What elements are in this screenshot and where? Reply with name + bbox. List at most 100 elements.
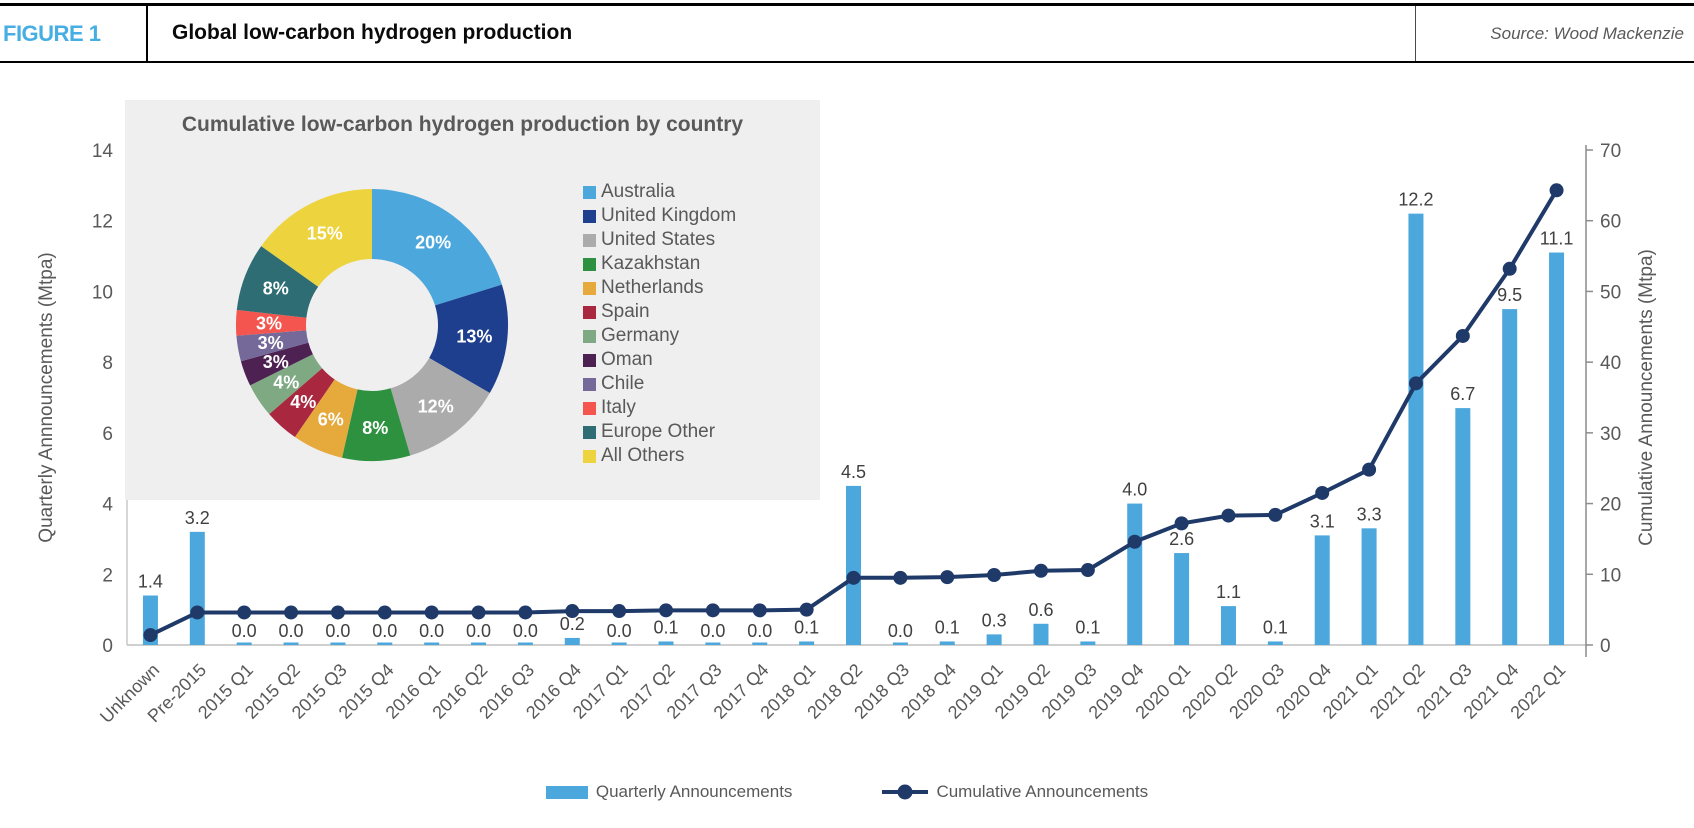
cumulative-marker bbox=[1221, 508, 1236, 523]
quarterly-bar bbox=[377, 642, 393, 645]
bar-value-label: 0.0 bbox=[279, 621, 304, 641]
donut-legend-item: Netherlands bbox=[583, 276, 736, 300]
donut-percent-label: 20% bbox=[415, 232, 451, 252]
donut-legend-swatch bbox=[583, 233, 596, 247]
donut-legend-label: Italy bbox=[601, 397, 636, 418]
donut-percent-label: 4% bbox=[273, 372, 299, 392]
donut-inset: Cumulative low-carbon hydrogen productio… bbox=[125, 100, 820, 500]
donut-legend-label: Oman bbox=[601, 349, 653, 370]
cumulative-marker bbox=[190, 605, 205, 620]
cumulative-marker bbox=[1362, 462, 1377, 477]
header-top-rule bbox=[0, 3, 1694, 6]
bar-value-label: 0.1 bbox=[654, 617, 679, 637]
donut-legend-label: United States bbox=[601, 229, 716, 250]
y-tick-label-left: 14 bbox=[92, 141, 114, 162]
cumulative-marker bbox=[284, 605, 299, 620]
donut-legend-item: Australia bbox=[583, 180, 736, 204]
cumulative-marker bbox=[799, 602, 814, 617]
donut-percent-label: 8% bbox=[263, 279, 289, 299]
quarterly-bar bbox=[189, 531, 205, 645]
bar-value-label: 0.0 bbox=[888, 621, 913, 641]
bar-value-label: 2.6 bbox=[1169, 529, 1194, 549]
donut-legend-item: Italy bbox=[583, 396, 736, 420]
bar-value-label: 11.1 bbox=[1540, 229, 1574, 249]
bar-value-label: 0.1 bbox=[1075, 617, 1100, 637]
figure-header: FIGURE 1 Global low-carbon hydrogen prod… bbox=[0, 6, 1694, 61]
cumulative-marker bbox=[1549, 183, 1564, 198]
donut-legend-swatch bbox=[583, 377, 596, 391]
quarterly-bar bbox=[330, 642, 346, 645]
bar-value-label: 0.1 bbox=[1263, 617, 1288, 637]
bar-value-label: 4.0 bbox=[1122, 480, 1147, 500]
legend-item-quarterly: Quarterly Announcements bbox=[545, 782, 792, 802]
donut-segment-united-states bbox=[390, 358, 490, 456]
quarterly-bar bbox=[1127, 503, 1143, 645]
donut-percent-label: 8% bbox=[362, 418, 388, 438]
y-tick-label-right: 40 bbox=[1600, 353, 1621, 374]
donut-legend-label: Australia bbox=[601, 181, 675, 202]
bar-value-label: 0.6 bbox=[1028, 600, 1053, 620]
donut-legend-swatch bbox=[583, 329, 596, 343]
donut-percent-label: 4% bbox=[290, 392, 316, 412]
cumulative-marker bbox=[752, 603, 767, 618]
donut-legend-item: All Others bbox=[583, 444, 736, 468]
bar-value-label: 1.4 bbox=[138, 572, 163, 592]
quarterly-bar bbox=[283, 642, 299, 645]
donut-legend-item: United States bbox=[583, 228, 736, 252]
donut-legend-item: Europe Other bbox=[583, 420, 736, 444]
cumulative-marker bbox=[424, 605, 439, 620]
bar-value-label: 0.1 bbox=[794, 617, 819, 637]
cumulative-marker bbox=[705, 603, 720, 618]
y-tick-label-right: 70 bbox=[1600, 141, 1621, 162]
y-tick-label-right: 10 bbox=[1600, 565, 1621, 586]
figure-source: Source: Wood Mackenzie bbox=[1490, 24, 1684, 43]
quarterly-bar bbox=[1220, 606, 1236, 645]
left-axis-title: Quarterly Annnouncements (Mtpa) bbox=[36, 252, 57, 542]
cumulative-marker bbox=[940, 570, 955, 585]
donut-segment-all-others bbox=[261, 189, 372, 287]
donut-legend-swatch bbox=[583, 305, 596, 319]
cumulative-marker bbox=[565, 604, 580, 619]
quarterly-bar bbox=[1361, 528, 1377, 645]
donut-segment-united-kingdom bbox=[429, 284, 509, 393]
donut-title: Cumulative low-carbon hydrogen productio… bbox=[181, 113, 744, 136]
quarterly-bar bbox=[1080, 641, 1096, 645]
quarterly-bar bbox=[892, 642, 908, 645]
header-divider-right bbox=[1415, 6, 1416, 61]
donut-legend-item: Kazakhstan bbox=[583, 252, 736, 276]
cumulative-marker bbox=[237, 605, 252, 620]
y-tick-label-left: 6 bbox=[102, 424, 113, 445]
quarterly-bar bbox=[1455, 408, 1471, 645]
cumulative-marker bbox=[987, 567, 1002, 582]
donut-percent-label: 3% bbox=[258, 333, 284, 353]
y-tick-label-right: 60 bbox=[1600, 212, 1621, 233]
quarterly-bar bbox=[1267, 641, 1283, 645]
donut-legend-label: All Others bbox=[601, 445, 685, 466]
donut-legend-label: Spain bbox=[601, 301, 650, 322]
donut-percent-label: 12% bbox=[418, 396, 454, 416]
cumulative-marker bbox=[471, 605, 486, 620]
cumulative-marker bbox=[612, 604, 627, 619]
quarterly-bar bbox=[658, 641, 674, 645]
bar-value-label: 6.7 bbox=[1450, 384, 1475, 404]
cumulative-marker bbox=[1502, 261, 1517, 276]
combo-chart: 0 2 4 6 8 10 12 14 0 10 20 30 40 50 60 70 Quarterly Annn… bbox=[36, 141, 1657, 727]
donut-legend-label: Netherlands bbox=[601, 277, 704, 298]
donut-segment-italy bbox=[235, 309, 307, 336]
donut-segment-spain bbox=[269, 368, 335, 437]
donut-segment-oman bbox=[240, 342, 313, 386]
donut-legend-label: United Kingdom bbox=[601, 205, 737, 226]
donut-segment-netherlands bbox=[294, 379, 358, 458]
bar-value-label: 9.5 bbox=[1497, 285, 1522, 305]
y-tick-label-right: 50 bbox=[1600, 282, 1621, 303]
cumulative-marker bbox=[1127, 534, 1142, 549]
bar-value-label: 0.3 bbox=[982, 610, 1007, 630]
cumulative-marker bbox=[377, 605, 392, 620]
header-divider-left bbox=[146, 6, 148, 61]
donut-legend-label: Kazakhstan bbox=[601, 253, 701, 274]
bar-value-label: 3.3 bbox=[1357, 504, 1382, 524]
quarterly-bar bbox=[1033, 623, 1049, 645]
cumulative-marker bbox=[143, 628, 158, 643]
chart-legend: Quarterly Announcements Cumulative Annou… bbox=[0, 782, 1694, 802]
